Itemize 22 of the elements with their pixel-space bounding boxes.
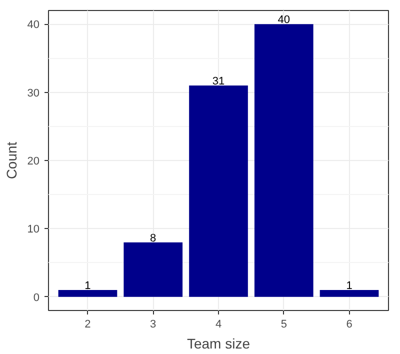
data-label: 40 xyxy=(278,14,290,26)
x-tick-label: 4 xyxy=(215,318,222,330)
y-tick-label: 10 xyxy=(27,224,40,236)
x-tick-label: 5 xyxy=(280,318,287,330)
data-label: 1 xyxy=(346,280,352,292)
bar xyxy=(124,242,183,297)
bar xyxy=(254,24,314,297)
x-tick-label: 6 xyxy=(346,318,352,330)
data-label: 8 xyxy=(150,232,156,244)
data-label: 31 xyxy=(212,76,225,88)
bar xyxy=(189,86,248,297)
bar xyxy=(320,290,379,297)
bar xyxy=(58,290,118,297)
data-label: 1 xyxy=(84,280,91,292)
y-tick-label: 40 xyxy=(27,19,40,32)
x-tick-label: 2 xyxy=(84,318,91,330)
y-tick-label: 20 xyxy=(27,156,40,168)
x-tick-label: 3 xyxy=(150,318,156,330)
y-axis-title: Count xyxy=(3,142,20,180)
y-tick-label: 0 xyxy=(33,292,40,304)
x-axis-title: Team size xyxy=(186,336,250,352)
y-tick-label: 30 xyxy=(27,87,40,100)
